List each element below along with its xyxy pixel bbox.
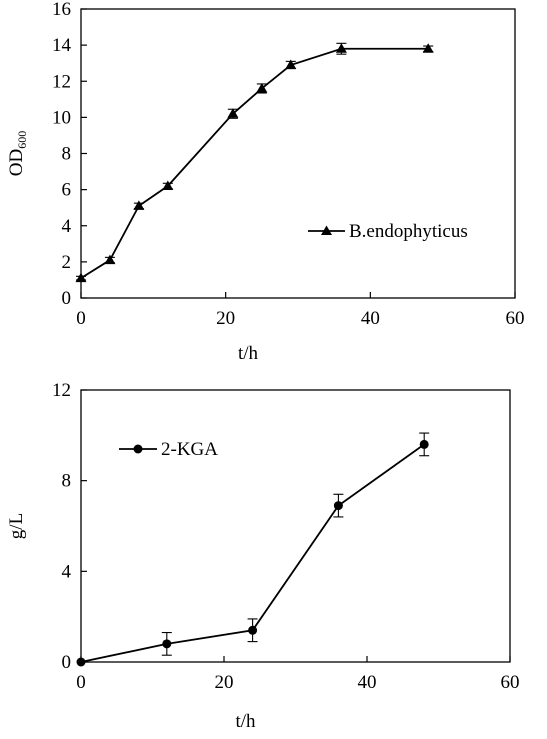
plot-frame <box>80 389 511 663</box>
x-axis-label: t/h <box>235 711 256 732</box>
y-axis-label-subscript: 600 <box>15 131 29 149</box>
x-tick-label: 60 <box>501 672 520 693</box>
y-tick-label: 10 <box>52 107 71 128</box>
y-tick-label: 4 <box>62 216 72 237</box>
data-point <box>133 200 145 210</box>
data-point <box>256 82 268 93</box>
legend-label: 2-KGA <box>161 439 218 460</box>
x-tick-label: 40 <box>361 308 380 329</box>
data-point <box>76 657 86 667</box>
y-tick-label: 0 <box>62 652 72 673</box>
data-point <box>227 108 239 118</box>
data-point <box>104 254 116 265</box>
y-tick-label: 16 <box>52 0 71 20</box>
y-tick-label: 12 <box>52 71 71 92</box>
x-axis-label: t/h <box>238 343 259 364</box>
y-tick-label: 14 <box>52 35 72 56</box>
y-tick-label: 6 <box>62 180 72 201</box>
data-point <box>335 43 347 53</box>
data-point <box>248 625 258 635</box>
chart-2kga-production: 0 4 8 12 0 20 40 60 t/h g/L 2-KGA <box>6 380 520 732</box>
y-axis-label: OD600 <box>6 131 29 176</box>
data-point <box>162 639 172 649</box>
data-point <box>419 439 429 449</box>
legend-marker <box>133 444 143 454</box>
x-tick-label: 20 <box>215 672 234 693</box>
y-axis-label: g/L <box>6 513 27 539</box>
y-tick-label: 4 <box>62 561 72 582</box>
legend-label: B.endophyticus <box>349 221 468 242</box>
y-tick-label: 2 <box>62 252 72 273</box>
x-tick-label: 0 <box>76 672 86 693</box>
y-tick-label: 0 <box>62 288 72 309</box>
x-tick-label: 40 <box>358 672 377 693</box>
x-tick-label: 0 <box>76 308 86 329</box>
data-point <box>162 180 174 191</box>
y-tick-label: 8 <box>62 471 72 492</box>
chart-od600-growth: 0 2 4 6 8 10 12 14 16 0 20 40 60 t/h OD600 B.endophytic… <box>6 0 525 364</box>
x-tick-label: 20 <box>216 308 235 329</box>
data-point <box>422 43 434 53</box>
plot-frame <box>80 8 516 299</box>
y-tick-label: 8 <box>62 144 72 165</box>
series-line <box>80 47 429 279</box>
x-tick-label: 60 <box>506 308 525 329</box>
y-tick-label: 12 <box>52 380 71 401</box>
data-point <box>285 59 297 69</box>
data-point <box>75 272 87 283</box>
data-point <box>333 501 343 511</box>
legend-marker <box>321 225 332 235</box>
